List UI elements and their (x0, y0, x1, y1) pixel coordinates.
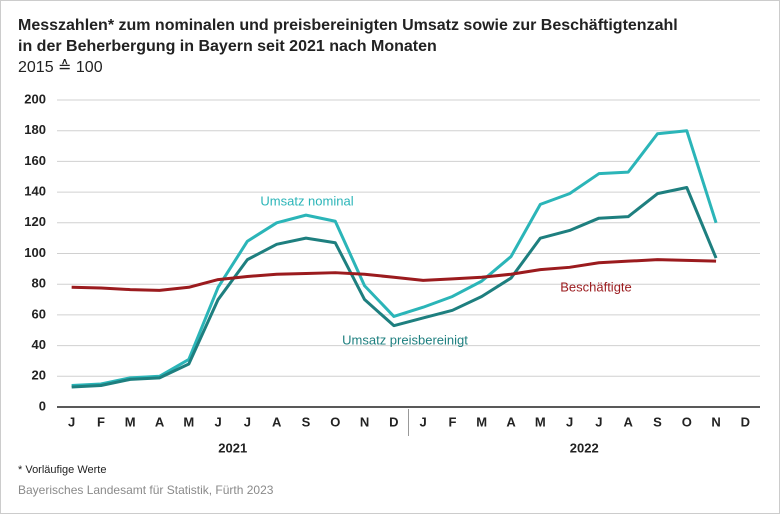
y-tick-label: 120 (24, 214, 46, 229)
line-series (71, 129, 718, 388)
x-tick-label: J (244, 414, 251, 429)
x-tick-label: A (155, 414, 165, 429)
x-tick-label: J (420, 414, 427, 429)
x-tick-label: F (448, 414, 456, 429)
x-tick-label: J (68, 414, 75, 429)
x-tick-label: S (653, 414, 662, 429)
line-series (71, 185, 718, 389)
source: Bayerisches Landesamt für Statistik, Für… (18, 483, 274, 497)
x-tick-label: D (389, 414, 398, 429)
x-tick-label: N (711, 414, 720, 429)
x-tick-label: M (476, 414, 487, 429)
y-tick-label: 80 (32, 276, 46, 291)
chart-title: in der Beherbergung in Bayern seit 2021 … (18, 38, 437, 55)
series-label: Umsatz nominal (260, 193, 353, 208)
series-label: Umsatz preisbereinigt (342, 332, 468, 347)
y-tick-label: 40 (32, 337, 46, 352)
y-tick-label: 160 (24, 153, 46, 168)
line-series (71, 258, 717, 292)
x-tick-label: O (330, 414, 340, 429)
x-tick-label: M (125, 414, 136, 429)
x-tick-label: J (595, 414, 602, 429)
x-tick-label: M (535, 414, 546, 429)
x-tick-label: A (623, 414, 633, 429)
year-label: 2022 (570, 440, 599, 455)
y-tick-label: 200 (24, 91, 46, 106)
y-tick-label: 60 (32, 306, 46, 321)
y-tick-label: 0 (39, 398, 46, 413)
y-tick-label: 180 (24, 122, 46, 137)
x-tick-label: S (302, 414, 311, 429)
chart-subtitle: 2015 ≙ 100 (18, 59, 103, 76)
x-tick-label: F (97, 414, 105, 429)
footnote: * Vorläufige Werte (18, 464, 106, 476)
y-tick-label: 100 (24, 245, 46, 260)
x-tick-label: O (682, 414, 692, 429)
x-tick-label: A (272, 414, 282, 429)
x-tick-label: J (566, 414, 573, 429)
chart-title: Messzahlen* zum nominalen und preisberei… (18, 17, 678, 34)
series-label: Beschäftigte (560, 279, 632, 294)
x-tick-label: M (183, 414, 194, 429)
y-tick-label: 140 (24, 184, 46, 199)
x-tick-label: N (360, 414, 369, 429)
year-label: 2021 (218, 440, 247, 455)
x-tick-label: A (506, 414, 516, 429)
x-tick-label: J (214, 414, 221, 429)
y-tick-label: 20 (32, 368, 46, 383)
x-tick-label: D (741, 414, 750, 429)
